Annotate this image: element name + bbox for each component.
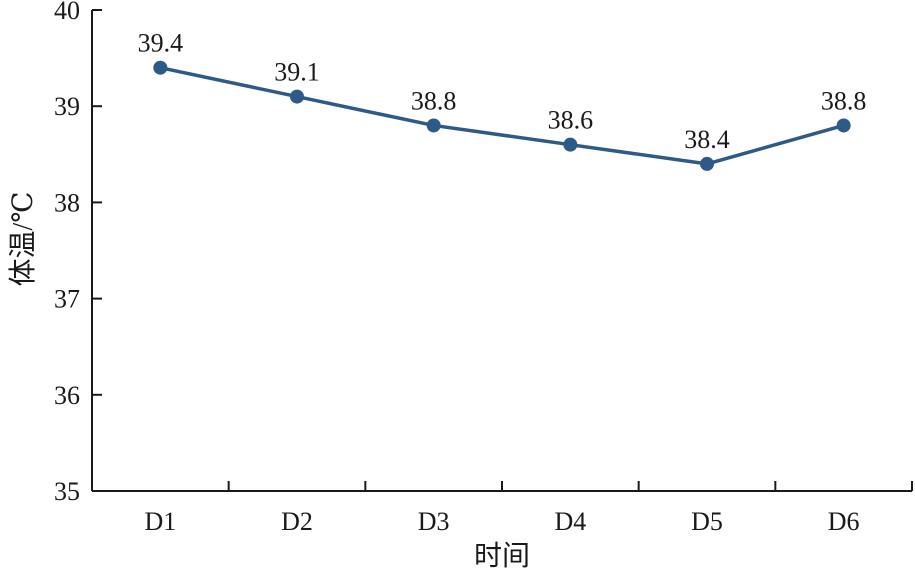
series-line (159, 66, 845, 166)
y-tick-label: 39 (54, 92, 80, 121)
data-label: 38.8 (411, 86, 457, 115)
data-label: 38.6 (548, 106, 594, 135)
data-point (836, 118, 851, 133)
x-tick-label: D6 (828, 507, 860, 536)
y-tick-label: 40 (54, 0, 80, 25)
data-label: 39.1 (274, 58, 320, 87)
x-tick-label: D3 (418, 507, 450, 536)
data-point (153, 60, 168, 75)
data-label: 38.4 (684, 125, 730, 154)
y-ticks: 35 36 37 38 39 40 (54, 0, 102, 506)
data-labels: 39.4 39.1 38.8 38.6 38.4 38.8 (138, 29, 867, 154)
series-temperature: 39.4 39.1 38.8 38.6 38.4 38.8 (138, 29, 867, 171)
data-point (563, 137, 578, 152)
data-point (290, 89, 304, 104)
y-tick-label: 36 (54, 381, 80, 410)
data-label: 38.8 (821, 86, 867, 115)
series-points (153, 60, 851, 171)
y-axis-title: 体温/℃ (7, 191, 39, 286)
x-tick-label: D1 (144, 507, 176, 536)
x-ticks: D1 D2 D3 D4 D5 D6 (144, 481, 913, 536)
x-tick-label: D5 (691, 507, 723, 536)
data-point (700, 156, 714, 171)
y-tick-label: 37 (54, 285, 80, 314)
x-axis-title: 时间 (474, 540, 530, 572)
y-tick-label: 35 (54, 477, 80, 506)
data-point (426, 118, 441, 133)
y-tick-label: 38 (54, 188, 80, 217)
axes: 35 36 37 38 39 40 D1 D2 D3 D4 D5 D6 (54, 0, 913, 536)
data-label: 39.4 (138, 29, 184, 58)
x-tick-label: D2 (281, 507, 313, 536)
x-tick-label: D4 (554, 507, 586, 536)
